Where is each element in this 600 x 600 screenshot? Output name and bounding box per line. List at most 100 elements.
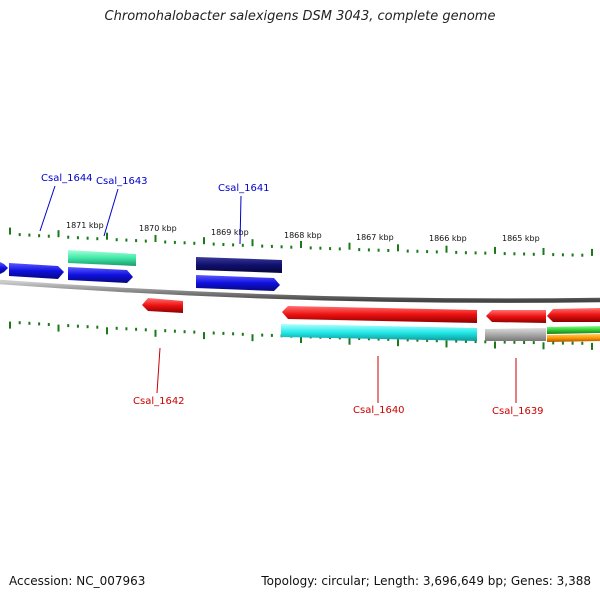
minor-tick	[474, 340, 477, 344]
minor-tick	[212, 242, 215, 246]
major-tick	[494, 246, 496, 254]
major-tick	[591, 248, 593, 256]
minor-tick	[222, 243, 225, 246]
minor-tick	[241, 332, 244, 336]
major-tick	[300, 241, 302, 248]
minor-tick	[135, 327, 138, 331]
minor-tick	[464, 251, 467, 255]
minor-tick	[309, 246, 312, 250]
gene-label-csal-1639[interactable]: Csal_1639	[492, 406, 544, 417]
minor-tick	[76, 324, 79, 328]
minor-tick	[367, 337, 370, 341]
minor-tick	[47, 323, 50, 326]
minor-tick	[212, 331, 215, 335]
gene-feature[interactable]	[142, 298, 183, 313]
major-tick	[591, 342, 593, 350]
minor-tick	[503, 340, 506, 344]
minor-tick	[261, 244, 264, 248]
minor-tick	[270, 244, 273, 248]
minor-tick	[387, 249, 390, 252]
genome-title: Chromohalobacter salexigens DSM 3043, co…	[104, 9, 496, 24]
gene-feature[interactable]	[9, 263, 64, 279]
minor-tick	[193, 330, 196, 334]
gene-feature[interactable]	[68, 267, 133, 283]
minor-tick	[18, 233, 21, 237]
gene-feature[interactable]	[547, 308, 600, 322]
minor-tick	[38, 322, 41, 326]
minor-tick	[47, 234, 50, 238]
minor-tick	[173, 329, 176, 333]
gene-feature[interactable]	[281, 324, 477, 341]
minor-tick	[232, 243, 235, 247]
minor-tick	[426, 338, 429, 342]
scale-ticks-bottom	[9, 321, 593, 350]
minor-tick	[144, 328, 147, 332]
minor-tick	[571, 341, 574, 345]
minor-tick	[503, 252, 506, 256]
minor-tick	[435, 250, 438, 254]
minor-tick	[416, 338, 419, 342]
major-tick	[203, 237, 205, 245]
minor-tick	[164, 240, 167, 244]
minor-tick	[173, 240, 176, 244]
major-tick	[106, 232, 108, 240]
minor-tick	[67, 324, 70, 328]
genome-summary-text: Topology: circular; Length: 3,696,649 bp…	[261, 574, 591, 588]
minor-tick	[164, 329, 167, 333]
major-tick	[251, 334, 254, 342]
gene-feature[interactable]	[196, 257, 282, 273]
minor-tick	[581, 253, 584, 257]
gene-label-csal-1641[interactable]: Csal_1641	[218, 183, 270, 194]
major-tick	[203, 332, 205, 340]
scale-label: 1866 kbp	[429, 234, 467, 243]
gene-feature[interactable]	[282, 306, 477, 323]
gene-feature[interactable]	[547, 326, 600, 334]
major-tick	[397, 339, 399, 347]
reverse-genes	[142, 298, 600, 342]
gene-label-csal-1644[interactable]: Csal_1644	[41, 173, 93, 184]
scale-ticks-top	[9, 227, 593, 257]
scale-label: 1867 kbp	[356, 233, 394, 242]
gene-feature[interactable]	[196, 275, 280, 291]
minor-tick	[270, 333, 273, 337]
scale-label: 1871 kbp	[66, 221, 104, 230]
minor-tick	[125, 327, 128, 331]
gene-label-csal-1643[interactable]: Csal_1643	[96, 176, 148, 187]
genome-backbone	[0, 279, 600, 303]
minor-tick	[513, 252, 516, 256]
gene-label-csal-1640[interactable]: Csal_1640	[353, 405, 405, 416]
gene-feature[interactable]	[486, 310, 546, 323]
gene-feature[interactable]	[0, 262, 8, 274]
gene-feature[interactable]	[547, 334, 600, 342]
minor-tick	[377, 248, 380, 252]
scale-labels: 1871 kbp 1870 kbp 1869 kbp 1868 kbp 1867…	[66, 221, 540, 243]
minor-tick	[28, 321, 31, 325]
minor-tick	[329, 247, 332, 251]
forward-genes	[0, 250, 282, 291]
minor-tick	[115, 326, 118, 330]
minor-tick	[183, 241, 186, 245]
minor-tick	[67, 235, 70, 239]
minor-tick	[86, 325, 89, 329]
minor-tick	[125, 238, 128, 242]
minor-tick	[455, 250, 458, 254]
gene-label-csal-1642[interactable]: Csal_1642	[133, 396, 185, 407]
minor-tick	[96, 237, 99, 241]
minor-tick	[523, 252, 526, 256]
gene-feature[interactable]	[68, 250, 136, 266]
major-tick	[9, 227, 11, 235]
minor-tick	[232, 332, 235, 336]
major-tick	[57, 324, 60, 332]
minor-tick	[183, 330, 186, 334]
minor-tick	[464, 339, 467, 343]
major-tick	[154, 329, 157, 337]
minor-tick	[135, 239, 138, 243]
gene-feature[interactable]	[485, 328, 546, 341]
minor-tick	[280, 245, 283, 249]
minor-tick	[532, 252, 535, 256]
gene-labels: Csal_1644 Csal_1643 Csal_1641 Csal_1642 …	[41, 173, 544, 417]
minor-tick	[358, 248, 361, 252]
label-connectors	[39, 185, 517, 403]
minor-tick	[76, 236, 79, 240]
